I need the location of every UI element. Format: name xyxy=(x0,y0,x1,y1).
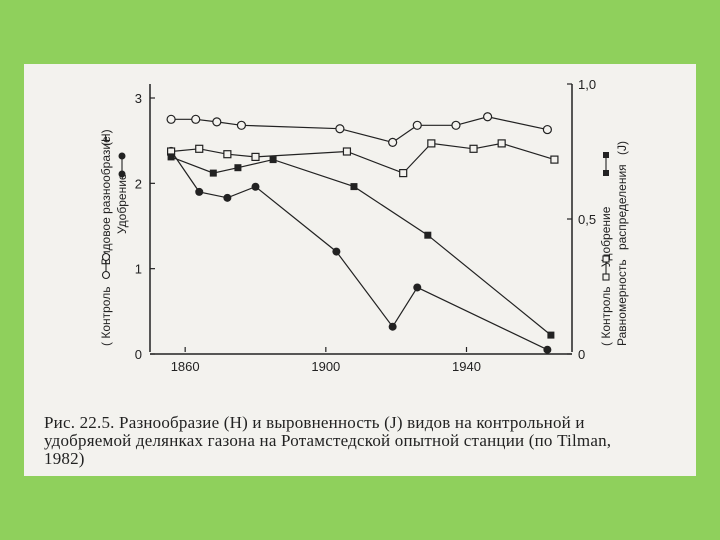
legend-open-circle-glyph xyxy=(101,252,111,262)
data-point xyxy=(342,147,352,156)
left-tick-label: 1 xyxy=(135,262,142,277)
chart: 1860 1900 1940 0 1 2 3 0 0,5 1,0 ( Контроль Видов… xyxy=(99,77,629,374)
data-point xyxy=(234,164,242,172)
caption-line-2: удобряемой делянках газона на Ротамстедс… xyxy=(44,431,612,450)
data-point xyxy=(497,139,506,148)
left-label-prefix: ( Контроль xyxy=(99,287,113,346)
figure-slide: 1860 1900 1940 0 1 2 3 0 0,5 1,0 ( Контроль Видов… xyxy=(24,64,696,476)
data-point xyxy=(399,168,408,178)
data-point xyxy=(195,187,204,196)
series-0 xyxy=(166,112,552,147)
series-1 xyxy=(167,146,552,354)
data-point xyxy=(424,231,432,239)
right-label-suffix: (J) xyxy=(615,141,629,155)
data-point xyxy=(427,139,436,148)
right-label-prefix: ( Контроль xyxy=(599,287,613,346)
left-tick-label: 2 xyxy=(135,176,142,191)
x-tick-label: 1860 xyxy=(171,359,200,374)
data-point xyxy=(269,156,277,164)
series-3 xyxy=(167,153,555,339)
series-line xyxy=(171,116,548,144)
data-point xyxy=(223,193,232,202)
data-point xyxy=(542,124,552,135)
data-point xyxy=(388,137,398,147)
figure-caption: Рис. 22.5. Разнообразие (H) и выровненно… xyxy=(44,414,684,468)
x-tick-label: 1940 xyxy=(452,359,481,374)
left-tick-label: 3 xyxy=(135,91,142,106)
legend-filled-circle-glyph xyxy=(118,152,126,160)
data-point xyxy=(451,120,461,130)
data-point xyxy=(550,155,559,164)
right-tick-label: 0 xyxy=(578,347,585,362)
data-point xyxy=(388,322,397,331)
data-point xyxy=(483,112,493,122)
left-axis-label: ( Контроль Видовое разнообразие Удобрени… xyxy=(99,129,129,346)
series-2 xyxy=(167,139,559,178)
series-line xyxy=(170,150,548,351)
series-line xyxy=(170,156,552,336)
data-point xyxy=(236,120,247,130)
legend-filled-square-glyph xyxy=(603,152,609,158)
data-point xyxy=(209,169,217,177)
left-label-diversity: Видовое разнообразие xyxy=(99,136,113,265)
right-label-distribution: распределения xyxy=(615,164,629,250)
right-axis-label: ( Контроль Удобрение Равномерность распр… xyxy=(599,141,629,346)
svg-text:( Контроль Видовое раз: ( Контроль Видовое разнообразие xyxy=(99,136,113,346)
data-point xyxy=(191,114,201,124)
data-point xyxy=(412,120,422,130)
caption-line-1: Рис. 22.5. Разнообразие (H) и выровненно… xyxy=(44,413,585,432)
left-tick-label: 0 xyxy=(135,347,142,362)
svg-text:Равномерность распреде: Равномерность распределения (J) xyxy=(615,141,629,346)
series-line xyxy=(171,142,555,174)
data-point xyxy=(212,117,222,127)
data-point xyxy=(547,331,555,339)
left-label-fertilized: Удобрение xyxy=(115,173,129,234)
chart-axes: 1860 1900 1940 0 1 2 3 0 0,5 1,0 xyxy=(135,77,596,374)
legend-filled-square-glyph xyxy=(603,170,609,176)
right-tick-label: 0,5 xyxy=(578,212,596,227)
right-label-evenness: Равномерность xyxy=(615,259,629,346)
data-point xyxy=(350,183,358,191)
data-point xyxy=(251,182,260,191)
data-point xyxy=(543,345,552,354)
data-point xyxy=(195,144,204,153)
data-point xyxy=(251,152,260,162)
svg-text:( Контроль Удобрение: ( Контроль Удобрение xyxy=(599,206,613,346)
data-point xyxy=(166,114,176,124)
legend-open-circle-glyph xyxy=(101,270,111,280)
legend-open-square-glyph xyxy=(602,255,610,263)
right-label-fertilized: Удобрение xyxy=(599,206,613,267)
right-tick-label: 1,0 xyxy=(578,77,596,92)
data-point xyxy=(335,124,345,134)
caption-line-3: 1982) xyxy=(44,449,85,468)
x-tick-label: 1900 xyxy=(311,359,340,374)
data-point xyxy=(413,283,422,292)
data-point xyxy=(167,153,175,161)
left-label-suffix: (H) xyxy=(99,129,113,146)
data-point xyxy=(332,247,341,256)
data-point xyxy=(469,144,478,153)
legend-open-square-glyph xyxy=(602,273,610,281)
data-point xyxy=(223,150,232,159)
